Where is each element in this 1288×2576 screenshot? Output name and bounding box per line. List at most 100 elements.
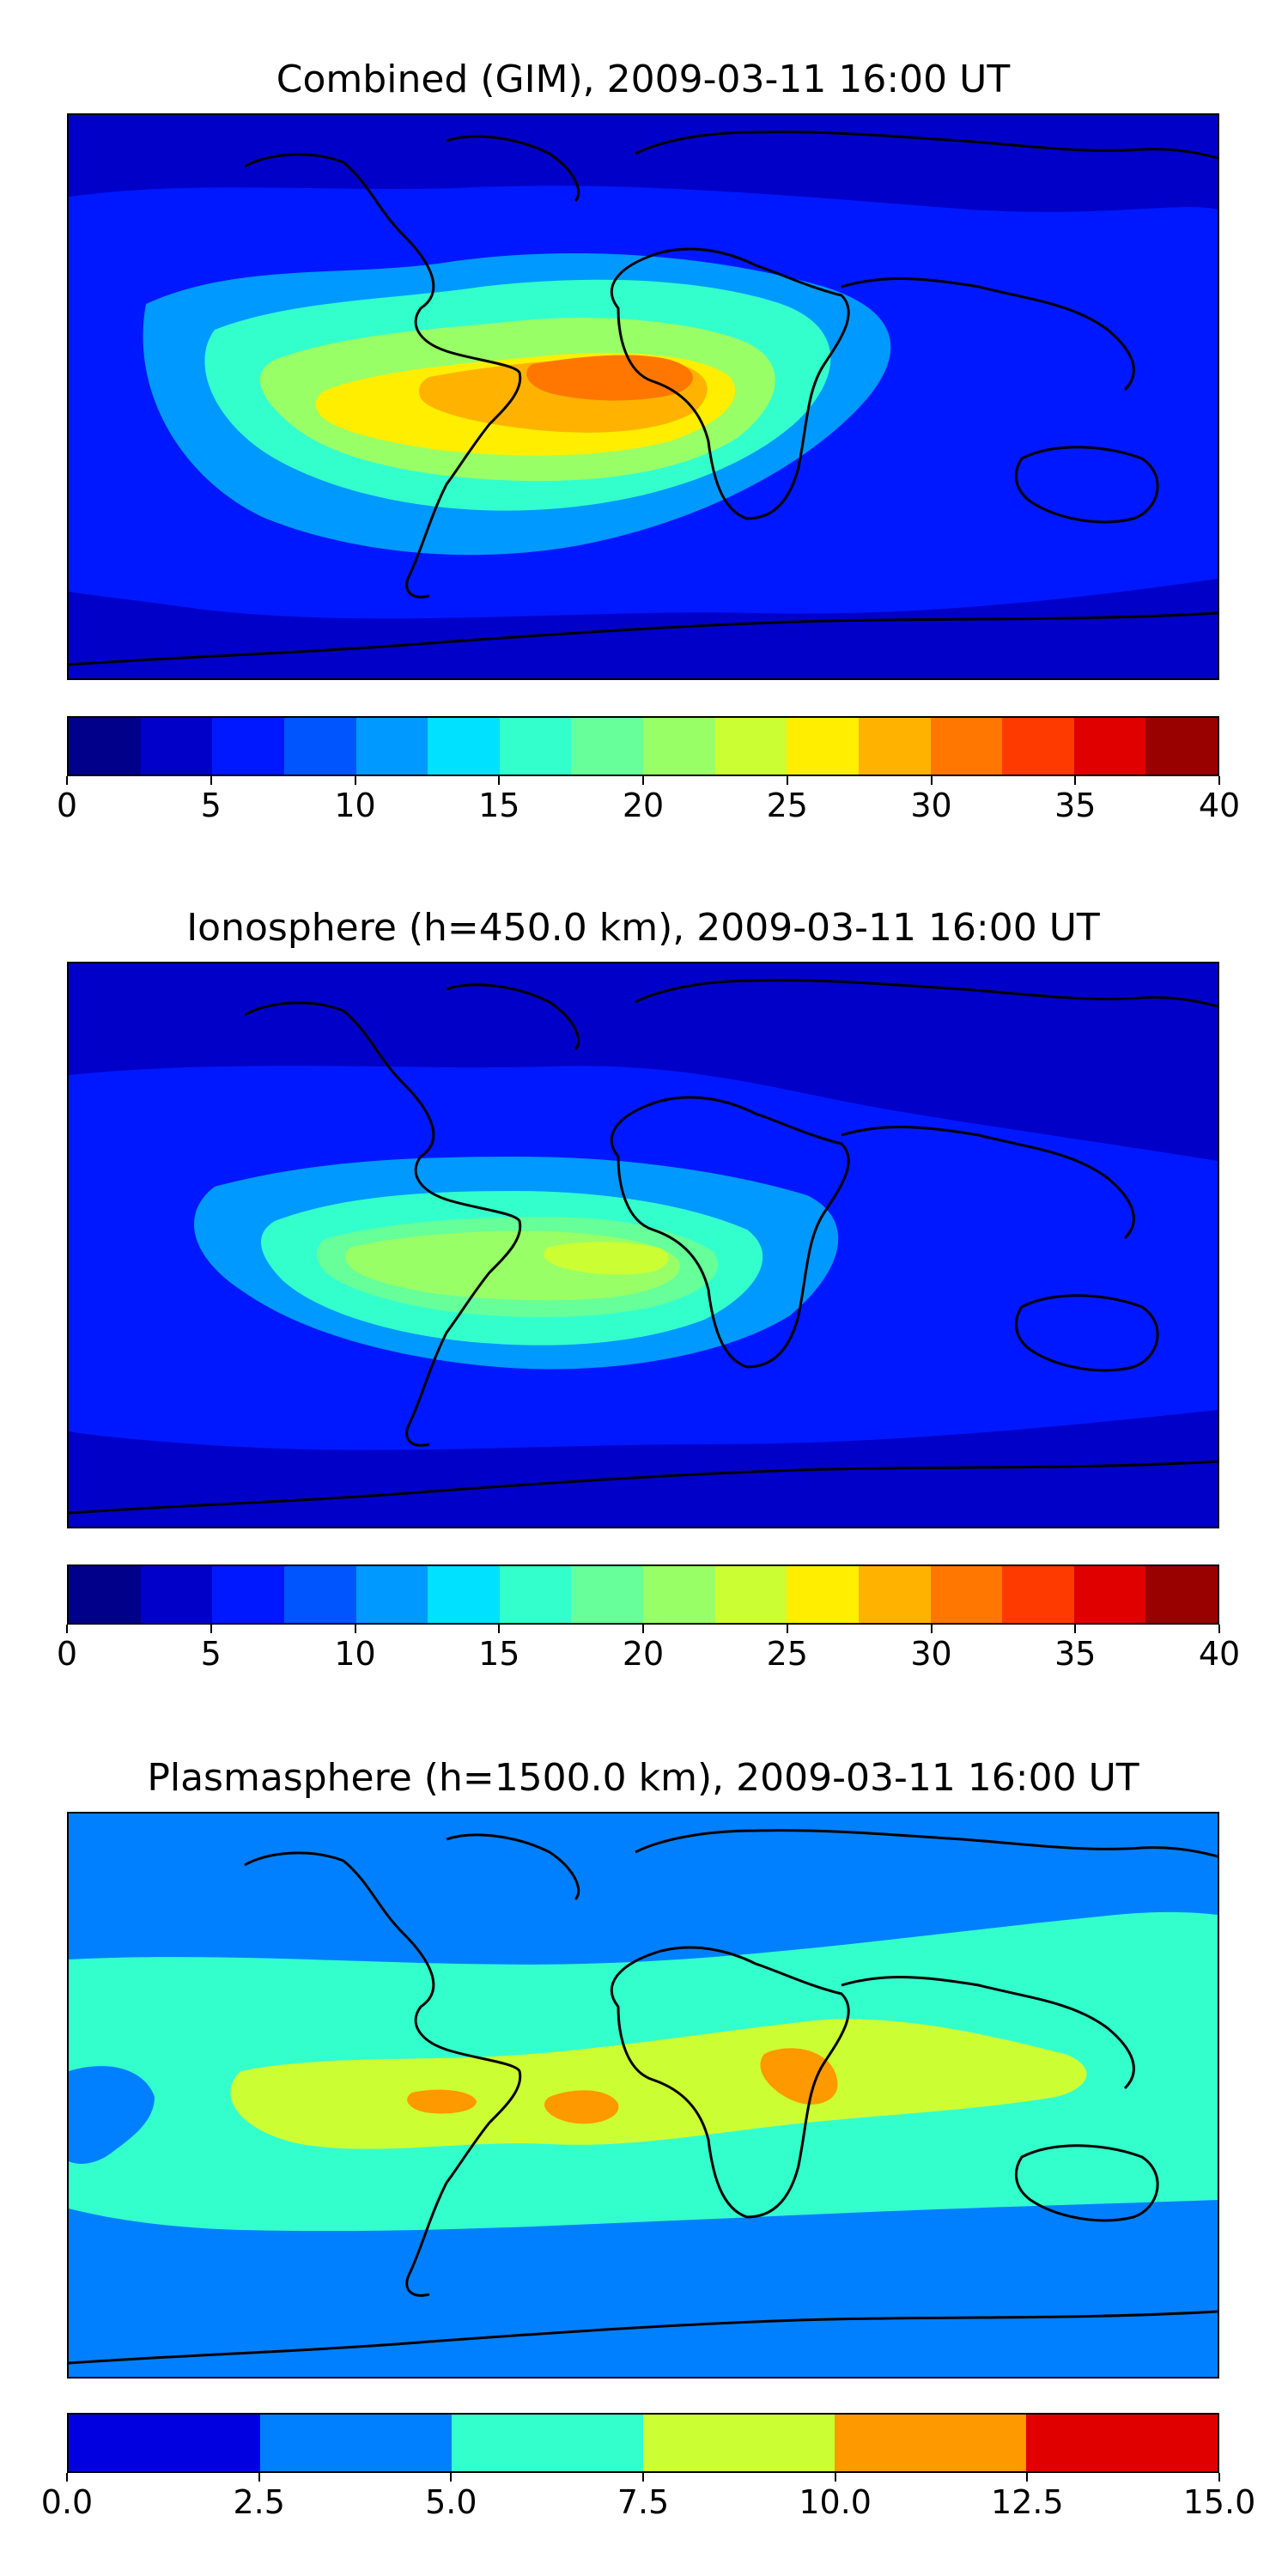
tec-contours bbox=[69, 1814, 1218, 2377]
tick-mark bbox=[498, 1625, 501, 1633]
tick-mark bbox=[834, 2473, 836, 2482]
coastline-greenland bbox=[446, 983, 580, 1051]
colorbar-segment bbox=[355, 1566, 428, 1623]
coastline-asia-south bbox=[841, 1976, 1135, 2090]
coastline-antarctica bbox=[69, 2310, 1218, 2365]
tick-mark bbox=[354, 776, 356, 785]
tick-mark bbox=[210, 1625, 212, 1633]
tick-mark bbox=[1026, 2473, 1029, 2482]
panel-3-map bbox=[67, 1812, 1219, 2379]
tick-label: 5 bbox=[200, 1635, 222, 1673]
colorbar-segment bbox=[499, 718, 572, 775]
coastline-greenland bbox=[446, 135, 580, 203]
tick-label: 0 bbox=[56, 1635, 78, 1673]
tick-label: 35 bbox=[1054, 1635, 1097, 1673]
colorbar-segment bbox=[1002, 718, 1074, 775]
tick-mark bbox=[66, 2473, 68, 2482]
panel-1-title: Combined (GIM), 2009-03-11 16:00 UT bbox=[276, 58, 1011, 101]
colorbar-segment bbox=[930, 1566, 1003, 1623]
tick-mark bbox=[786, 776, 788, 785]
colorbar-segment bbox=[69, 2415, 260, 2471]
tick-mark bbox=[930, 1625, 933, 1633]
tick-label: 12.5 bbox=[991, 2483, 1064, 2521]
contour-level-4a bbox=[407, 2089, 477, 2114]
coastline-australia bbox=[1014, 2144, 1159, 2222]
tick-label: 5.0 bbox=[425, 2483, 477, 2521]
panel-1-map-svg bbox=[69, 115, 1218, 678]
tick-label: 10 bbox=[334, 1635, 376, 1673]
tick-mark bbox=[498, 776, 501, 785]
contour-level-9 bbox=[544, 1242, 669, 1275]
coastline-americas bbox=[244, 153, 522, 598]
colorbar-segment bbox=[714, 1566, 787, 1623]
colorbar-segment bbox=[428, 1566, 500, 1623]
tick-mark bbox=[258, 2473, 260, 2482]
tick-mark bbox=[354, 1625, 356, 1633]
tick-label: 7.5 bbox=[617, 2483, 670, 2521]
panel-2-colorbar bbox=[67, 1564, 1219, 1625]
tick-label: 15 bbox=[478, 787, 520, 824]
colorbar-segment bbox=[643, 1566, 715, 1623]
coastline-antarctica bbox=[69, 611, 1218, 666]
coastline-americas bbox=[244, 1851, 522, 2297]
colorbar-segment bbox=[140, 718, 213, 775]
tick-mark bbox=[1074, 776, 1077, 785]
contour-level-4c bbox=[760, 2048, 838, 2105]
colorbar-segment bbox=[499, 1566, 572, 1623]
panel-3-map-svg bbox=[69, 1814, 1218, 2377]
colorbar-segment bbox=[714, 718, 787, 775]
tick-mark bbox=[210, 776, 212, 785]
coastline-africa bbox=[610, 1096, 850, 1369]
colorbar-segment bbox=[1026, 2415, 1218, 2471]
colorbar-segment bbox=[858, 718, 931, 775]
colorbar-segment bbox=[283, 718, 356, 775]
contour-level-4b bbox=[544, 2090, 619, 2124]
tick-label: 25 bbox=[766, 1635, 808, 1673]
contour-level-1b bbox=[69, 2066, 155, 2164]
tick-label: 30 bbox=[910, 1635, 952, 1673]
colorbar-segment bbox=[69, 718, 141, 775]
colorbar-segment bbox=[212, 718, 284, 775]
coastline-greenland bbox=[446, 1833, 580, 1901]
colorbar-segment bbox=[787, 718, 859, 775]
tick-label: 15 bbox=[478, 1635, 520, 1673]
colorbar-segment bbox=[1073, 1566, 1146, 1623]
colorbar-segment bbox=[1145, 1566, 1218, 1623]
panel-3-colorbar bbox=[67, 2413, 1219, 2473]
coastlines bbox=[69, 131, 1218, 666]
panel-2-colorbar-ticks: 0 5 10 15 20 25 30 35 40 bbox=[57, 1625, 1240, 1676]
coastline-americas bbox=[244, 1001, 522, 1447]
tick-label: 0 bbox=[56, 787, 78, 824]
coastline-australia bbox=[1014, 1294, 1159, 1372]
colorbar-segment bbox=[283, 1566, 356, 1623]
panel-1-colorbar bbox=[67, 716, 1219, 776]
panel-3-colorbar-ticks: 0.0 2.5 5.0 7.5 10.0 12.5 15.0 bbox=[41, 2473, 1255, 2524]
coastlines bbox=[69, 1829, 1218, 2365]
coastline-eurasia-north bbox=[635, 131, 1218, 160]
tick-mark bbox=[642, 776, 644, 785]
tick-label: 25 bbox=[766, 787, 808, 824]
tick-label: 20 bbox=[622, 1635, 665, 1673]
tick-label: 10 bbox=[334, 787, 376, 824]
tick-mark bbox=[450, 2473, 453, 2482]
tick-mark bbox=[642, 1625, 644, 1633]
colorbar-segment bbox=[212, 1566, 284, 1623]
tick-label: 10.0 bbox=[799, 2483, 872, 2521]
coastline-africa bbox=[610, 247, 850, 520]
contour-level-12 bbox=[526, 355, 693, 401]
tick-label: 15.0 bbox=[1182, 2483, 1256, 2521]
tick-label: 20 bbox=[622, 787, 665, 824]
colorbar-segment bbox=[787, 1566, 859, 1623]
tick-label: 30 bbox=[910, 787, 952, 824]
colorbar-segment bbox=[140, 1566, 213, 1623]
tick-mark bbox=[1218, 2473, 1220, 2482]
colorbar-segment bbox=[571, 718, 643, 775]
tick-mark bbox=[642, 2473, 644, 2482]
tick-label: 35 bbox=[1054, 787, 1097, 824]
tick-label: 0.0 bbox=[40, 2483, 94, 2521]
tick-label: 40 bbox=[1198, 787, 1241, 824]
colorbar-segment bbox=[643, 2415, 835, 2471]
tick-label: 40 bbox=[1198, 1635, 1241, 1673]
panel-2-title: Ionosphere (h=450.0 km), 2009-03-11 16:0… bbox=[186, 906, 1100, 950]
tec-contours bbox=[69, 115, 1218, 678]
